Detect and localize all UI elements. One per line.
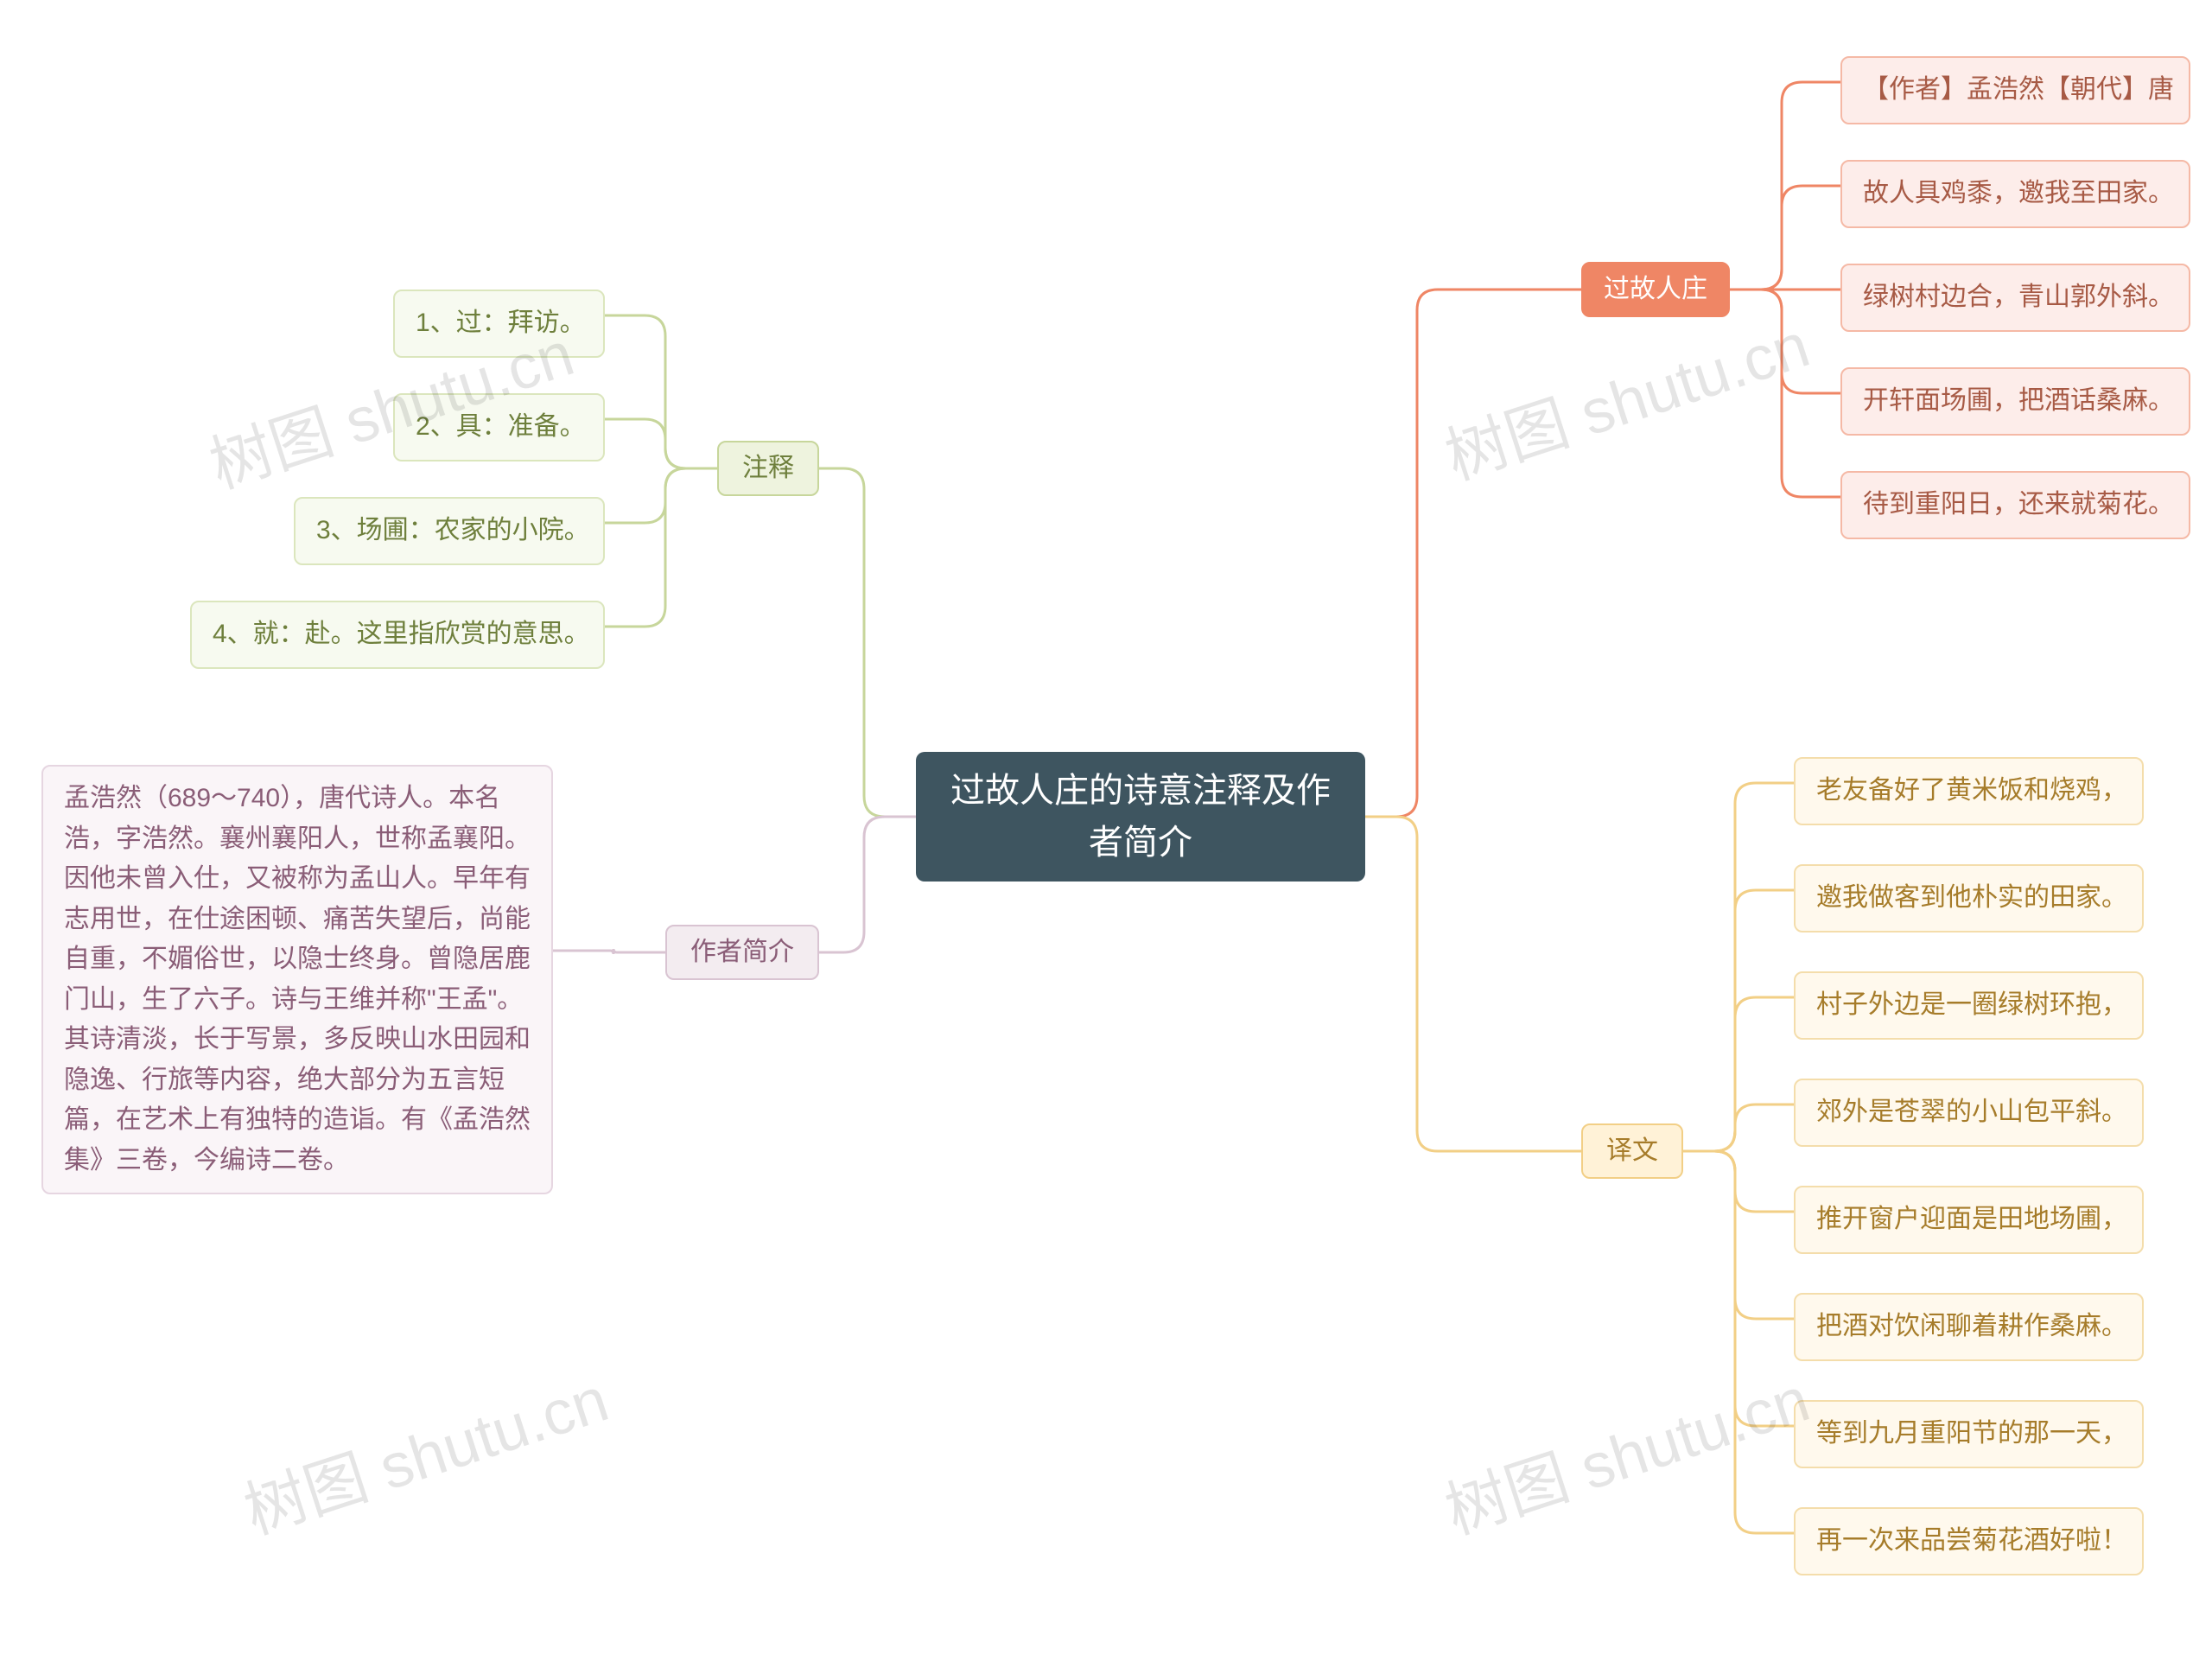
b-trans-leaf-4[interactable]: 推开窗户迎面是田地场圃， [1794,1186,2144,1254]
b-poem-leaf-4[interactable]: 待到重阳日，还来就菊花。 [1840,471,2190,539]
b-notes-leaf-2[interactable]: 3、场圃：农家的小院。 [294,497,605,565]
b-poem-leaf-1[interactable]: 故人具鸡黍，邀我至田家。 [1840,160,2190,228]
b-trans-leaf-3[interactable]: 郊外是苍翠的小山包平斜。 [1794,1079,2144,1147]
b-trans-leaf-1[interactable]: 邀我做客到他朴实的田家。 [1794,864,2144,932]
b-notes-leaf-0[interactable]: 1、过：拜访。 [393,290,605,358]
root-node[interactable]: 过故人庄的诗意注释及作 者简介 [916,752,1365,882]
b-trans-leaf-5[interactable]: 把酒对饮闲聊着耕作桑麻。 [1794,1293,2144,1361]
b-trans[interactable]: 译文 [1581,1123,1683,1179]
watermark-1: 树图 shutu.cn [1433,294,1819,497]
watermark-3: 树图 shutu.cn [1433,1348,1819,1551]
b-author-leaf-0[interactable]: 孟浩然（689～740），唐代诗人。本名浩，字浩然。襄州襄阳人，世称孟襄阳。因他… [41,765,553,1194]
b-trans-leaf-2[interactable]: 村子外边是一圈绿树环抱， [1794,971,2144,1040]
b-poem-leaf-0[interactable]: 【作者】孟浩然【朝代】唐 [1840,56,2190,124]
watermark-2: 树图 shutu.cn [232,1348,618,1551]
b-trans-leaf-6[interactable]: 等到九月重阳节的那一天， [1794,1400,2144,1468]
mindmap-canvas: 过故人庄的诗意注释及作 者简介 过故人庄 【作者】孟浩然【朝代】唐故人具鸡黍，邀我至… [0,0,2212,1674]
b-poem-leaf-2[interactable]: 绿树村边合，青山郭外斜。 [1840,264,2190,332]
b-notes[interactable]: 注释 [717,441,819,496]
b-poem[interactable]: 过故人庄 [1581,262,1730,317]
b-notes-leaf-3[interactable]: 4、就：赴。这里指欣赏的意思。 [190,601,605,669]
b-notes-leaf-1[interactable]: 2、具：准备。 [393,393,605,461]
b-trans-leaf-7[interactable]: 再一次来品尝菊花酒好啦！ [1794,1507,2144,1575]
b-author[interactable]: 作者简介 [665,925,819,980]
b-trans-leaf-0[interactable]: 老友备好了黄米饭和烧鸡， [1794,757,2144,825]
b-poem-leaf-3[interactable]: 开轩面场圃，把酒话桑麻。 [1840,367,2190,436]
